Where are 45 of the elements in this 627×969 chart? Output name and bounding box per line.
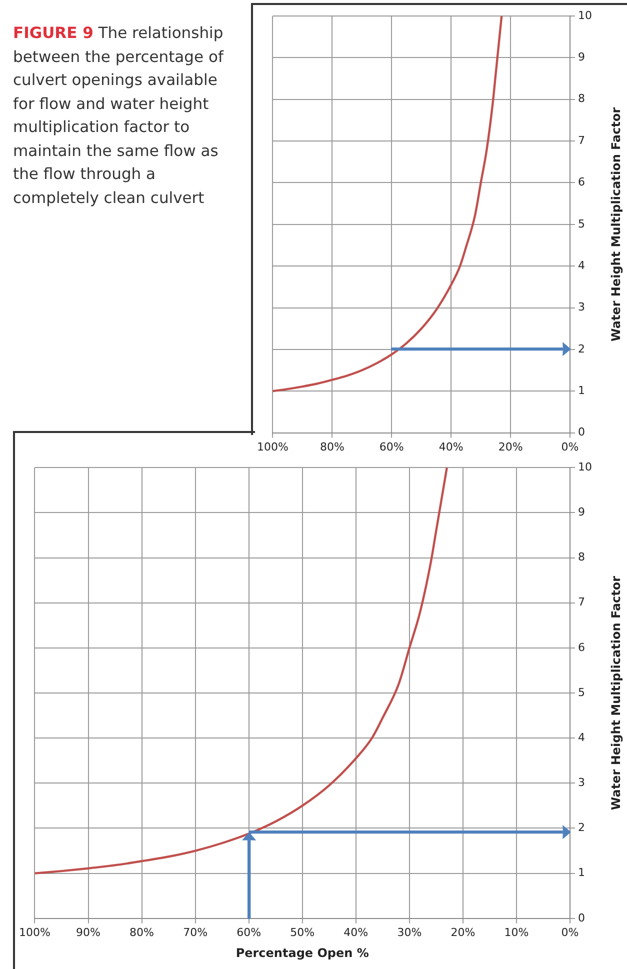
x-tick-label: 40% (438, 440, 464, 454)
y-tick-label: 1 (578, 384, 586, 397)
line-series (272, 16, 503, 392)
y-tick-label: 2 (578, 342, 586, 356)
y-axis-title: Water Height Multiplication Factor (609, 107, 624, 342)
x-tick-label: 70% (183, 926, 208, 939)
y-tick-label: 4 (578, 730, 586, 744)
y-tick-label: 9 (578, 506, 586, 519)
x-tick-label: 30% (397, 926, 422, 939)
y-tick-label: 10 (578, 8, 592, 22)
line-series (34, 468, 448, 874)
x-tick-label: 60% (236, 926, 262, 939)
y-tick-label: 7 (578, 596, 586, 609)
chart-title: FIGURE 9 The relationship between the percentage of culvert openings available for flow and water height multiplication factor to maintain the same flow as the flow through a completely clean culvert (13, 24, 224, 206)
x-tick-label: 0% (561, 926, 579, 939)
x-tick-label: 20% (498, 440, 523, 454)
y-tick-label: 10 (578, 460, 592, 474)
y-axis-title: Water Height Multiplication Factor (609, 576, 624, 810)
x-tick-label: 50% (290, 926, 315, 939)
x-tick-label: 80% (130, 926, 154, 939)
y-tick-label: 6 (578, 640, 586, 654)
y-tick-label: 9 (578, 50, 586, 64)
y-tick-label: 5 (578, 217, 586, 230)
y-tick-label: 7 (578, 134, 586, 147)
x-tick-label: 90% (76, 926, 100, 939)
y-tick-label: 1 (578, 866, 586, 880)
x-tick-label: 100% (18, 926, 50, 939)
x-tick-label: 80% (320, 440, 344, 454)
x-tick-label: 10% (504, 926, 529, 939)
x-tick-label: 20% (450, 926, 476, 939)
y-tick-label: 3 (578, 776, 586, 790)
x-tick-label: 60% (379, 440, 404, 454)
y-tick-label: 0 (578, 911, 586, 924)
x-tick-label: 100% (256, 440, 288, 454)
y-tick-label: 8 (578, 92, 586, 106)
y-tick-label: 5 (578, 686, 586, 699)
y-tick-label: 6 (578, 176, 586, 189)
y-tick-label: 2 (578, 821, 586, 834)
x-tick-label: 0% (561, 440, 579, 454)
y-tick-label: 3 (578, 300, 586, 314)
x-axis-title: Percentage Open % (236, 946, 369, 960)
y-tick-label: 8 (578, 550, 586, 564)
x-tick-label: 40% (344, 926, 368, 939)
y-tick-label: 0 (578, 426, 586, 439)
y-tick-label: 4 (578, 258, 586, 272)
